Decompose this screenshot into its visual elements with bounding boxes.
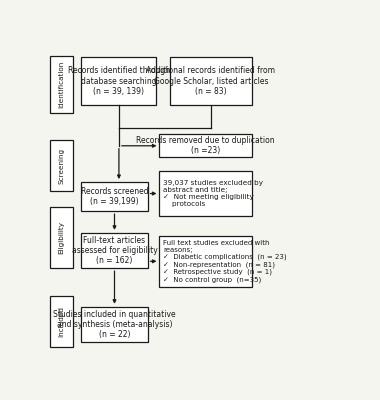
Bar: [170, 57, 252, 105]
Bar: [51, 140, 73, 191]
Text: Eligibility: Eligibility: [59, 221, 65, 254]
Text: Identification: Identification: [59, 60, 65, 108]
Text: Records identified through
database searching
(n = 39, 139): Records identified through database sear…: [68, 66, 170, 96]
Bar: [81, 233, 147, 268]
Text: Included: Included: [59, 306, 65, 337]
Text: Screening: Screening: [59, 148, 65, 184]
Text: Records removed due to duplication
(n =23): Records removed due to duplication (n =2…: [136, 136, 275, 156]
Bar: [160, 236, 252, 287]
Bar: [160, 134, 252, 157]
Bar: [81, 307, 147, 342]
Bar: [51, 56, 73, 113]
Text: Studies included in quantitative
and synthesis (meta-analysis)
(n = 22): Studies included in quantitative and syn…: [53, 310, 176, 339]
Bar: [51, 207, 73, 268]
Bar: [160, 171, 252, 216]
Text: Records screened
(n = 39,199): Records screened (n = 39,199): [81, 187, 148, 206]
Text: Full-text articles
assessed for eligibility
(n = 162): Full-text articles assessed for eligibil…: [71, 236, 157, 266]
Text: Additional records identified from
Google Scholar, listed articles
(n = 83): Additional records identified from Googl…: [146, 66, 276, 96]
Bar: [51, 296, 73, 347]
Text: 39,037 studies excluded by
abstract and title;
✓  Not meeting eligibility
    pr: 39,037 studies excluded by abstract and …: [163, 180, 263, 207]
Text: Full text studies excluded with
reasons;
✓  Diabetic complications  (n = 23)
✓  : Full text studies excluded with reasons;…: [163, 240, 287, 283]
Bar: [81, 182, 147, 211]
Bar: [81, 57, 157, 105]
